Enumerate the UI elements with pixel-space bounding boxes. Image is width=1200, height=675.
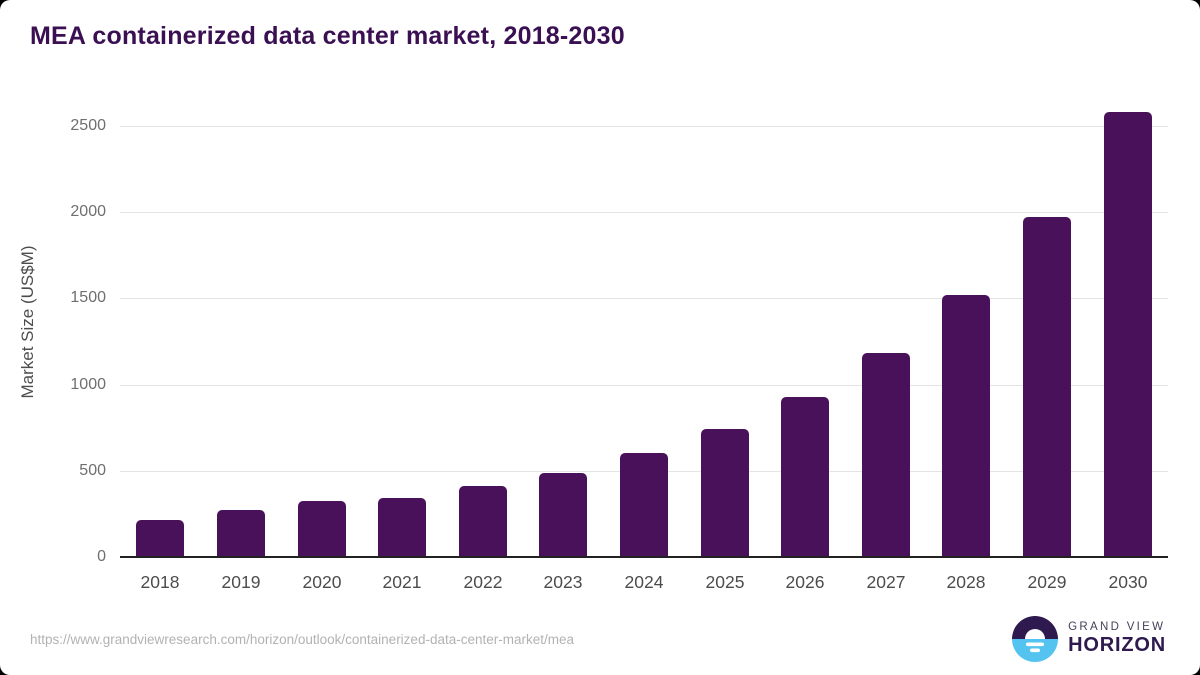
x-tick-label: 2027 [866, 572, 906, 592]
gridline [120, 298, 1168, 299]
x-tick-label: 2025 [705, 572, 745, 592]
bar-2024 [620, 453, 668, 557]
gridline [120, 126, 1168, 127]
horizon-sun-icon [1012, 616, 1059, 662]
y-tick-label: 0 [97, 548, 106, 565]
bar-2021 [378, 498, 426, 557]
brand-logo: GRAND VIEW HORIZON [1012, 616, 1166, 662]
bar-2020 [298, 501, 346, 557]
logo-wordmark: GRAND VIEW HORIZON [1068, 621, 1166, 657]
y-tick-label: 2500 [70, 117, 106, 134]
source-url: https://www.grandviewresearch.com/horizo… [30, 632, 575, 647]
bar-2030 [1104, 112, 1152, 557]
chart-title: MEA containerized data center market, 20… [30, 22, 625, 50]
y-tick-label: 1000 [70, 376, 106, 393]
x-tick-label: 2022 [463, 572, 503, 592]
x-tick-label: 2026 [785, 572, 825, 592]
bar-2018 [136, 520, 184, 557]
bar-2019 [217, 510, 265, 557]
bar-2022 [459, 486, 507, 557]
x-tick-label: 2028 [946, 572, 986, 592]
x-tick-label: 2021 [382, 572, 422, 592]
logo-line2: HORIZON [1068, 634, 1166, 656]
y-tick-label: 1500 [70, 289, 106, 306]
x-tick-label: 2019 [221, 572, 261, 592]
x-tick-label: 2029 [1027, 572, 1067, 592]
gridline [120, 212, 1168, 213]
bar-2027 [862, 353, 910, 557]
x-tick-label: 2020 [302, 572, 342, 592]
bar-2023 [539, 473, 587, 557]
x-tick-label: 2030 [1108, 572, 1148, 592]
y-tick-label: 2000 [70, 203, 106, 220]
x-tick-label: 2023 [543, 572, 583, 592]
x-axis-line [120, 556, 1168, 558]
bar-2029 [1023, 217, 1071, 557]
bar-2028 [942, 295, 990, 557]
gridline [120, 385, 1168, 386]
x-tick-label: 2018 [140, 572, 180, 592]
bar-2025 [701, 429, 749, 557]
y-tick-label: 500 [79, 462, 106, 479]
logo-line1: GRAND VIEW [1068, 621, 1166, 633]
x-tick-label: 2024 [624, 572, 664, 592]
bar-2026 [781, 397, 829, 557]
